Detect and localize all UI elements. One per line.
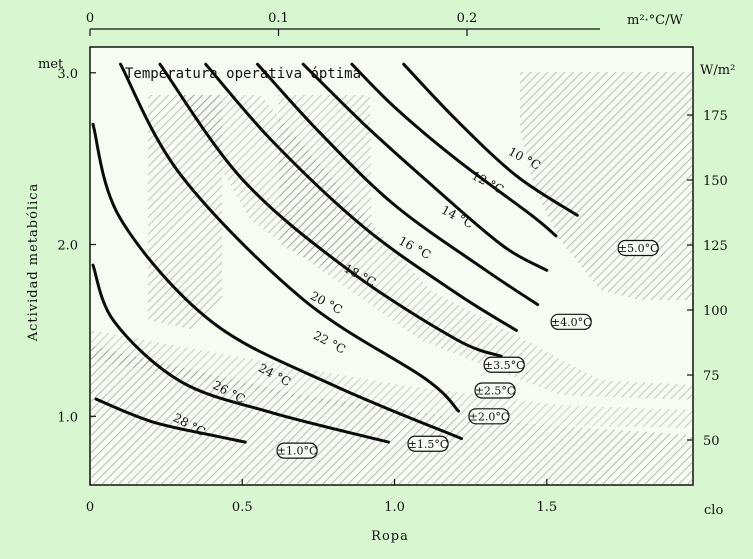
isotherm-line-4 xyxy=(158,62,503,358)
x-tick-label-3: 1.5 xyxy=(536,500,557,515)
isotherm-line-6 xyxy=(256,62,540,307)
tolerance-label-4: ±3.5°C xyxy=(484,359,525,372)
y-unit-left: met xyxy=(38,57,64,72)
tolerance-badge-5 xyxy=(550,313,592,330)
isotherm-curves xyxy=(91,62,579,444)
chart-title: Temperatura operativa óptima xyxy=(125,66,361,82)
right-tick-label-3: 125 xyxy=(703,239,728,254)
x-tick-label-0: 0 xyxy=(86,500,94,515)
tolerance-badge-2 xyxy=(468,408,510,425)
tolerance-region-diagonal xyxy=(180,95,693,400)
y-tick-label-1: 2.0 xyxy=(57,239,78,254)
isotherm-line-8 xyxy=(350,62,558,238)
right-tick-label-0: 50 xyxy=(703,434,720,449)
right-tick-label-2: 100 xyxy=(703,304,728,319)
tolerance-region-band-1 xyxy=(90,330,693,428)
tolerance-badge-3 xyxy=(474,382,516,399)
isotherm-line-9 xyxy=(402,62,579,217)
tolerance-region-low xyxy=(90,345,693,485)
tolerance-label-1: ±1.5°C xyxy=(408,438,449,451)
isotherm-line-0 xyxy=(94,397,247,444)
right-tick-label-1: 75 xyxy=(703,369,720,384)
isotherm-line-1 xyxy=(91,263,390,444)
tolerance-label-5: ±4.0°C xyxy=(551,316,592,329)
right-tick-label-5: 175 xyxy=(703,109,728,124)
tolerance-badge-0 xyxy=(276,442,318,459)
tolerance-badge-4 xyxy=(483,356,525,373)
isotherm-line-7 xyxy=(301,62,549,272)
y-tick-label-0: 1.0 xyxy=(57,410,78,425)
x-axis-title: Ropa xyxy=(371,529,409,544)
y-tick-label-2: 3.0 xyxy=(57,67,78,82)
top-tick-label-2: 0.2 xyxy=(457,11,478,26)
tolerance-label-0: ±1.0°C xyxy=(277,445,318,458)
top-tick-label-0: 0 xyxy=(86,11,94,26)
tolerance-badge-1 xyxy=(407,435,449,452)
tolerance-label-3: ±2.5°C xyxy=(475,385,516,398)
x-tick-label-2: 1.0 xyxy=(384,500,405,515)
tolerance-badge-6 xyxy=(617,239,659,257)
x-unit-top: m²·°C/W xyxy=(627,13,683,28)
tolerance-label-6: ±5.0°C xyxy=(618,242,659,255)
y-unit-right: W/m² xyxy=(700,63,735,78)
x-unit-bottom: clo xyxy=(704,503,723,518)
top-tick-label-1: 0.1 xyxy=(268,11,289,26)
y-axis-title: Actividad metabólica xyxy=(26,183,41,343)
isotherm-line-3 xyxy=(119,62,460,413)
tolerance-label-2: ±2.0°C xyxy=(469,410,510,423)
isotherm-line-2 xyxy=(91,122,463,441)
axis-ticks: 0 0.5 1.0 1.5 1.0 2.0 3.0 0 0.1 0.2 50 75 100 125 150 1… xyxy=(57,11,728,515)
x-tick-label-1: 0.5 xyxy=(232,500,253,515)
right-tick-label-4: 150 xyxy=(703,174,728,189)
isotherm-line-5 xyxy=(204,62,518,332)
